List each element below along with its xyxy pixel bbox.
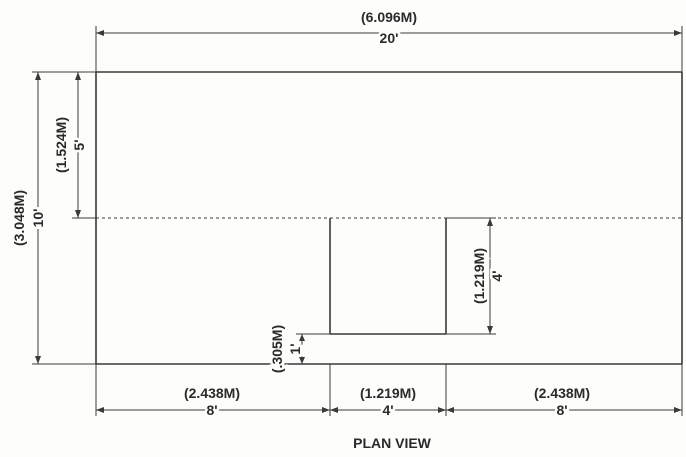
right-segment-imperial-label: 8' [556,402,567,418]
outline-lines [95,71,683,365]
dimension-lines [32,26,683,416]
arrow-overall-depth-bottom [35,356,41,364]
arrow-cutout-offset-bottom [299,357,305,364]
right-segment-metric-label: (2.438M) [534,385,590,401]
cutout-offset-imperial-label: 1' [287,343,303,354]
left-segment-imperial-label: 8' [206,402,217,418]
left-segment-metric-label: (2.438M) [184,385,240,401]
cutout-offset-metric-label: (.305M) [269,325,285,373]
center-segment-metric-label: (1.219M) [360,385,416,401]
upper-depth-imperial-label: 5' [71,139,87,150]
arrow-cutout-offset-top [299,334,305,341]
cutout-depth-metric-label: (1.219M) [471,248,487,304]
arrow-left-segment-end [322,407,330,413]
overall-depth-metric-label: (3.048M) [11,190,27,246]
arrow-center-segment-end [438,407,446,413]
center-segment-imperial-label: 4' [382,402,393,418]
dimension-arrows [35,30,682,413]
upper-depth-metric-label: (1.524M) [53,117,69,173]
arrow-cutout-depth-top [487,218,493,226]
arrow-left-segment-start [96,407,104,413]
arrow-right-segment-end [674,407,682,413]
arrow-center-segment-start [330,407,338,413]
arrow-overall-width-right [674,30,682,36]
arrow-right-segment-start [446,407,454,413]
arrow-upper-depth-top [75,72,81,80]
dimension-labels: (6.096M) 20' (3.048M) 10' (1.524M) 5' (1… [9,7,593,421]
overall-depth-imperial-label: 10' [30,209,46,228]
arrow-upper-depth-bottom [75,210,81,218]
arrow-cutout-depth-bottom [487,326,493,334]
overall-width-metric-label: (6.096M) [361,9,417,25]
arrow-overall-width-left [96,30,104,36]
cutout-depth-imperial-label: 4' [489,270,505,281]
plan-view-title: PLAN VIEW [353,435,432,451]
arrow-overall-depth-top [35,72,41,80]
overall-width-imperial-label: 20' [380,30,399,46]
